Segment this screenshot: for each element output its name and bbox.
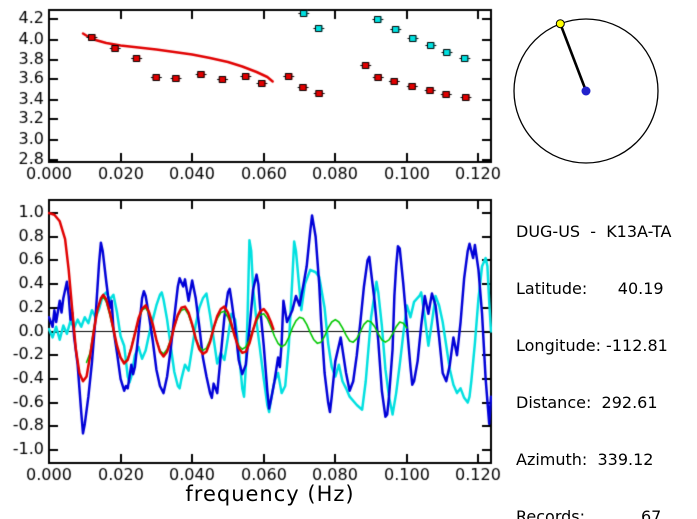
azimuth-row: Azimuth: 339.12 <box>516 450 671 469</box>
records-row: Records: 67 <box>516 507 671 519</box>
longitude-label: Longitude: <box>516 336 601 355</box>
dial-ring-icon <box>513 18 659 164</box>
azimuth-value: 339.12 <box>587 450 654 469</box>
azimuth-needle-icon <box>559 23 588 92</box>
azimuth-dial <box>513 18 659 164</box>
station-center-marker-icon <box>581 86 591 96</box>
records-label: Records: <box>516 507 586 519</box>
longitude-value: -112.81 <box>600 336 668 355</box>
distance-value: 292.61 <box>591 393 658 412</box>
waveform-spectrum-chart[interactable] <box>0 192 505 492</box>
latitude-label: Latitude: <box>516 279 588 298</box>
distance-label: Distance: <box>516 393 592 412</box>
station-info-panel: DUG-US - K13A-TA Latitude: 40.19 Longitu… <box>516 184 671 519</box>
distance-row: Distance: 292.61 <box>516 393 671 412</box>
records-value: 67 <box>585 507 662 519</box>
frequency-axis-label: frequency (Hz) <box>185 482 355 506</box>
azimuth-label: Azimuth: <box>516 450 588 469</box>
event-azimuth-marker-icon <box>555 19 565 29</box>
group-velocity-dispersion-chart[interactable] <box>0 0 505 192</box>
station-pair-title: DUG-US - K13A-TA <box>516 222 672 241</box>
longitude-row: Longitude: -112.81 <box>516 336 671 355</box>
latitude-row: Latitude: 40.19 <box>516 279 671 298</box>
latitude-value: 40.19 <box>587 279 664 298</box>
